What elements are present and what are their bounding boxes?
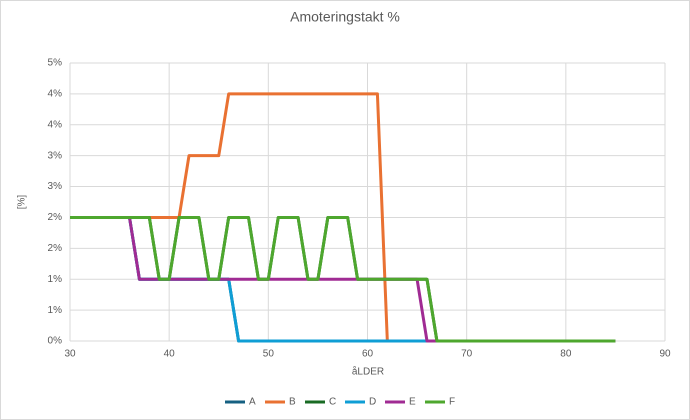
legend-label: E	[409, 397, 416, 408]
x-tick-label: 60	[362, 349, 374, 360]
x-tick-label: 40	[164, 349, 176, 360]
legend-label: F	[449, 397, 455, 408]
legend-label: A	[249, 397, 256, 408]
y-tick-label: 0%	[48, 336, 63, 347]
x-axis-label: åLDER	[352, 366, 384, 378]
legend-label: D	[369, 397, 376, 408]
y-tick-label: 4%	[48, 119, 63, 130]
x-tick-label: 70	[461, 349, 473, 360]
series-line	[70, 215, 616, 343]
y-tick-label: 4%	[48, 89, 63, 100]
y-axis-label: [%]	[17, 195, 28, 210]
y-tick-label: 2%	[48, 243, 63, 254]
y-tick-label: 1%	[48, 274, 63, 285]
x-tick-label: 80	[560, 349, 572, 360]
y-tick-label: 1%	[48, 305, 63, 316]
legend-label: B	[289, 397, 296, 408]
x-tick-label: 90	[659, 349, 671, 360]
y-tick-label: 3%	[48, 150, 63, 161]
chart-title: Amoteringstakt %	[290, 9, 400, 25]
y-tick-label: 3%	[48, 181, 63, 192]
x-tick-label: 50	[263, 349, 275, 360]
y-tick-label: 2%	[48, 212, 63, 223]
legend-label: C	[329, 397, 336, 408]
x-tick-label: 30	[64, 349, 76, 360]
y-tick-label: 5%	[48, 58, 63, 69]
